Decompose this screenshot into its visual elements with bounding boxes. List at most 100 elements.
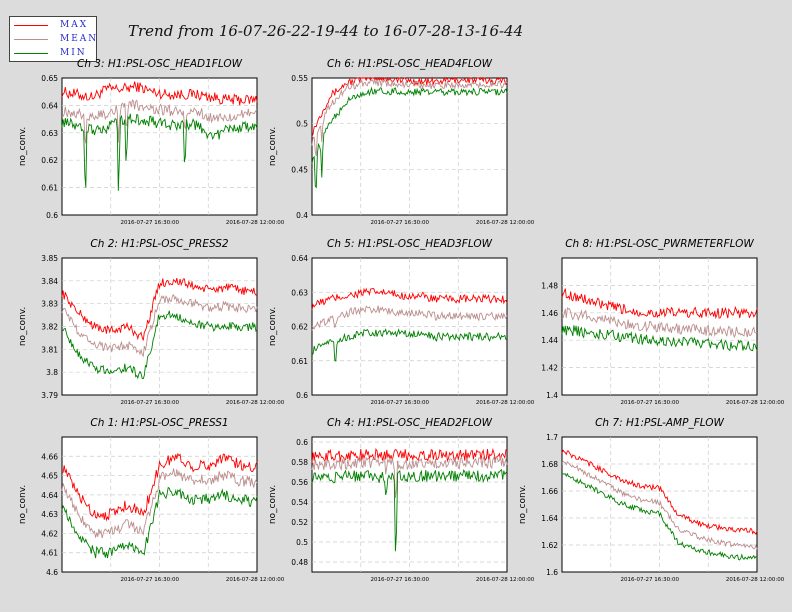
x-tick-label: 2016-07-27 16:30:00 [121,220,180,226]
y-tick-label: 1.7 [546,433,558,442]
y-axis-label: no_conv. [268,307,278,346]
chart-panel: 3.79 3.8 3.81 3.82 3.83 3.84 3.85 2016-07-27 16… [18,238,285,406]
y-tick-label: 0.56 [291,478,308,487]
series-line-min [311,328,508,362]
x-tick-label: 2016-07-27 16:30:00 [371,220,430,226]
y-axis-label: no_conv. [268,127,278,166]
y-tick-label: 0.5 [296,538,308,547]
series-line-max [61,277,258,341]
y-tick-label: 3.82 [41,323,58,332]
y-tick-label: 0.45 [291,165,308,174]
series-line-min [61,113,258,191]
y-axis-label: no_conv. [518,485,528,524]
y-tick-label: 4.61 [41,549,58,558]
y-tick-label: 3.79 [41,391,58,400]
y-tick-label: 0.4 [296,211,308,220]
series-line-max [61,452,258,522]
series-line-mean [62,99,258,144]
page-title: Trend from 16-07-26-22-19-44 to 16-07-28… [128,22,524,40]
y-tick-label: 0.6 [46,211,58,220]
y-tick-label: 4.62 [41,529,58,538]
series-line-max [311,76,508,137]
y-axis-label: no_conv. [18,127,28,166]
series-line-min [561,472,758,561]
x-tick-label: 2016-07-27 16:30:00 [371,577,430,583]
legend-label-mean: MEAN [60,34,99,44]
series-line-min [311,86,508,189]
series-line-mean [61,468,258,539]
x-tick-label: 2016-07-27 16:30:00 [371,400,430,406]
x-tick-label: 2016-07-28 12:00:00 [226,220,285,226]
chart-title: Ch 6: H1:PSL-OSC_HEAD4FLOW [327,58,493,70]
y-tick-label: 0.5 [296,120,308,129]
y-tick-label: 0.65 [41,74,58,83]
chart-panel: 1.6 1.62 1.64 1.66 1.68 1.7 2016-07-27 16:30:0… [518,417,785,583]
y-tick-label: 4.63 [41,510,58,519]
series-line-max [61,81,258,106]
series-line-max [311,287,508,311]
y-tick-label: 0.62 [291,323,308,332]
y-axis-label: no_conv. [18,485,28,524]
y-tick-label: 0.62 [41,156,58,165]
y-tick-label: 3.85 [41,254,58,263]
legend-item-mean: MEAN [14,34,96,46]
series-line-min [61,486,258,559]
y-tick-label: 0.55 [291,74,308,83]
series-line-min [561,325,758,352]
x-tick-label: 2016-07-28 12:00:00 [476,577,535,583]
y-tick-label: 0.6 [296,438,308,447]
x-tick-label: 2016-07-28 12:00:00 [476,400,535,406]
x-tick-label: 2016-07-28 12:00:00 [226,400,285,406]
legend-item-min: MIN [14,48,94,60]
y-axis-label: no_conv. [18,307,28,346]
y-tick-label: 1.68 [541,460,558,469]
x-tick-label: 2016-07-28 12:00:00 [726,577,785,583]
y-tick-label: 0.6 [296,391,308,400]
legend-label-max: MAX [60,20,89,30]
x-tick-label: 2016-07-27 16:30:00 [121,400,180,406]
series-line-mean [61,294,258,358]
x-tick-label: 2016-07-28 12:00:00 [476,220,535,226]
chart-panel: 4.6 4.61 4.62 4.63 4.64 4.65 4.66 2016-07-27 16… [18,417,285,583]
plot-area [561,257,758,396]
y-tick-label: 0.61 [41,184,58,193]
series-line-mean [311,77,508,157]
y-tick-label: 3.83 [41,300,58,309]
y-tick-label: 0.64 [291,254,308,263]
y-tick-label: 3.81 [41,345,58,354]
legend-label-min: MIN [60,48,87,58]
chart-panel: 0.6 0.61 0.62 0.63 0.64 0.65 2016-07-27 16:30:… [18,58,285,226]
x-tick-label: 2016-07-28 12:00:00 [226,577,285,583]
y-tick-label: 4.65 [41,472,58,481]
y-tick-label: 1.62 [541,541,558,550]
x-tick-label: 2016-07-27 16:30:00 [621,577,680,583]
chart-panel: 0.6 0.61 0.62 0.63 0.64 2016-07-27 16:30:00 20… [268,238,535,406]
y-tick-label: 1.46 [541,309,558,318]
y-tick-label: 0.52 [291,518,308,527]
y-tick-label: 4.64 [41,491,58,500]
y-tick-label: 3.8 [46,368,58,377]
series-line-mean [311,455,508,498]
legend-swatch-mean [14,39,48,40]
y-tick-label: 0.61 [291,357,308,366]
y-tick-label: 0.63 [291,288,308,297]
y-tick-label: 1.6 [546,568,558,577]
chart-title: Ch 3: H1:PSL-OSC_HEAD1FLOW [77,58,243,70]
y-tick-label: 1.48 [541,281,558,290]
chart-title: Ch 4: H1:PSL-OSC_HEAD2FLOW [327,417,493,429]
legend-item-max: MAX [14,20,94,32]
y-tick-label: 1.64 [541,514,558,523]
y-tick-label: 0.54 [291,498,308,507]
y-tick-label: 1.44 [541,336,558,345]
y-tick-label: 0.58 [291,458,308,467]
chart-title: Ch 2: H1:PSL-OSC_PRESS2 [90,238,229,250]
series-line-max [561,288,758,320]
plot-area [311,77,508,216]
y-tick-label: 4.66 [41,452,58,461]
series-line-max [561,449,758,535]
x-tick-label: 2016-07-28 12:00:00 [726,400,785,406]
chart-title: Ch 1: H1:PSL-OSC_PRESS1 [90,417,228,429]
legend-swatch-min [14,53,48,54]
chart-panel: 1.4 1.42 1.44 1.46 1.48 2016-07-27 16:30:00 20… [541,238,784,406]
